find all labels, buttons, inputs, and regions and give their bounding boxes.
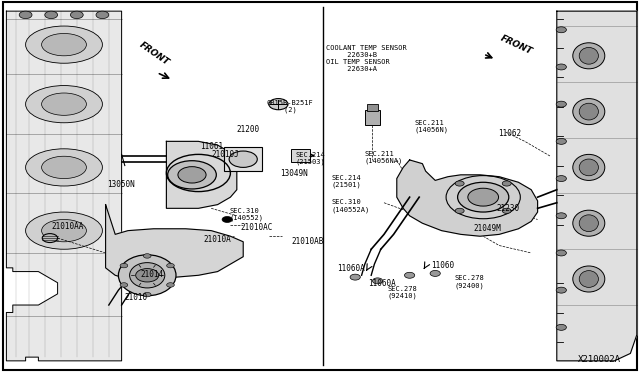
Text: FRONT: FRONT	[138, 40, 171, 67]
Text: 13050N: 13050N	[108, 180, 135, 189]
Text: SEC.211
(14056NA): SEC.211 (14056NA)	[365, 151, 403, 164]
Text: SEC.211
(14056N): SEC.211 (14056N)	[415, 120, 449, 133]
Text: 11060A: 11060A	[368, 279, 396, 288]
Circle shape	[166, 283, 174, 287]
Polygon shape	[6, 11, 122, 361]
Circle shape	[143, 254, 151, 258]
Text: 21010AC: 21010AC	[240, 223, 273, 232]
Text: SEC.278
(92410): SEC.278 (92410)	[387, 286, 417, 299]
Circle shape	[168, 161, 216, 189]
Text: 0B15B-B251F
    (2): 0B15B-B251F (2)	[267, 100, 314, 113]
Circle shape	[556, 324, 566, 330]
Text: X210002A: X210002A	[578, 355, 621, 364]
Ellipse shape	[26, 86, 102, 123]
Circle shape	[556, 64, 566, 70]
Ellipse shape	[42, 219, 86, 242]
Text: 21049M: 21049M	[474, 224, 501, 233]
Polygon shape	[106, 205, 243, 279]
Bar	[365, 110, 380, 125]
Circle shape	[229, 151, 257, 167]
Text: 21010AA: 21010AA	[51, 222, 84, 231]
Text: 11060A: 11060A	[337, 264, 365, 273]
Ellipse shape	[573, 43, 605, 69]
Ellipse shape	[42, 93, 86, 115]
Circle shape	[502, 208, 511, 214]
Ellipse shape	[42, 33, 86, 56]
Circle shape	[178, 167, 206, 183]
Circle shape	[556, 250, 566, 256]
Ellipse shape	[42, 156, 86, 179]
Polygon shape	[557, 11, 637, 361]
Circle shape	[222, 217, 232, 222]
Ellipse shape	[118, 255, 176, 296]
Circle shape	[70, 11, 83, 19]
Polygon shape	[397, 160, 538, 236]
Bar	[367, 104, 378, 111]
Text: 21200: 21200	[237, 125, 260, 134]
Text: 21010AB: 21010AB	[291, 237, 324, 246]
Circle shape	[42, 234, 58, 243]
Bar	[291, 149, 310, 162]
Ellipse shape	[573, 210, 605, 236]
Ellipse shape	[573, 266, 605, 292]
Text: 13049N: 13049N	[280, 169, 308, 178]
Text: SEC.310
(140552): SEC.310 (140552)	[229, 208, 263, 221]
Circle shape	[269, 99, 288, 110]
Ellipse shape	[573, 99, 605, 125]
Circle shape	[404, 272, 415, 278]
Circle shape	[45, 11, 58, 19]
Text: 21010: 21010	[125, 293, 148, 302]
Circle shape	[143, 292, 151, 297]
Ellipse shape	[579, 48, 598, 64]
Circle shape	[556, 27, 566, 33]
Text: COOLANT TEMP SENSOR
     22630+B
OIL TEMP SENSOR
     22630+A: COOLANT TEMP SENSOR 22630+B OIL TEMP SEN…	[326, 45, 407, 72]
Circle shape	[556, 176, 566, 182]
Text: 21010A: 21010A	[204, 235, 231, 244]
Text: 21230: 21230	[496, 204, 519, 213]
Ellipse shape	[579, 159, 598, 176]
Circle shape	[136, 269, 159, 282]
Circle shape	[455, 181, 464, 186]
Circle shape	[372, 278, 383, 284]
Text: 11060: 11060	[431, 261, 454, 270]
Ellipse shape	[26, 149, 102, 186]
Text: SEC.278
(92400): SEC.278 (92400)	[454, 275, 484, 289]
Text: SEC.214
(21501): SEC.214 (21501)	[332, 175, 361, 188]
Ellipse shape	[26, 26, 102, 63]
Circle shape	[468, 188, 499, 206]
Circle shape	[556, 287, 566, 293]
Text: FRONT: FRONT	[499, 33, 534, 56]
Ellipse shape	[579, 103, 598, 120]
Text: 11062: 11062	[498, 129, 521, 138]
Text: SEC.214
(21503): SEC.214 (21503)	[296, 152, 325, 165]
Circle shape	[502, 181, 511, 186]
Text: SEC.310
(140552A): SEC.310 (140552A)	[332, 199, 370, 212]
Ellipse shape	[579, 215, 598, 231]
Ellipse shape	[130, 263, 165, 288]
Ellipse shape	[26, 212, 102, 249]
Bar	[224, 147, 262, 171]
Circle shape	[96, 11, 109, 19]
Circle shape	[166, 263, 174, 268]
Circle shape	[556, 101, 566, 107]
Text: 21014: 21014	[141, 270, 164, 279]
Ellipse shape	[579, 271, 598, 287]
Circle shape	[120, 263, 128, 268]
Circle shape	[430, 270, 440, 276]
Text: 21010J: 21010J	[211, 150, 239, 159]
Circle shape	[19, 11, 32, 19]
Polygon shape	[166, 141, 237, 208]
Circle shape	[556, 138, 566, 144]
Circle shape	[120, 283, 128, 287]
Text: 11061: 11061	[200, 142, 223, 151]
Circle shape	[556, 213, 566, 219]
Circle shape	[350, 274, 360, 280]
Ellipse shape	[573, 154, 605, 180]
Circle shape	[455, 208, 464, 214]
Circle shape	[458, 182, 509, 212]
